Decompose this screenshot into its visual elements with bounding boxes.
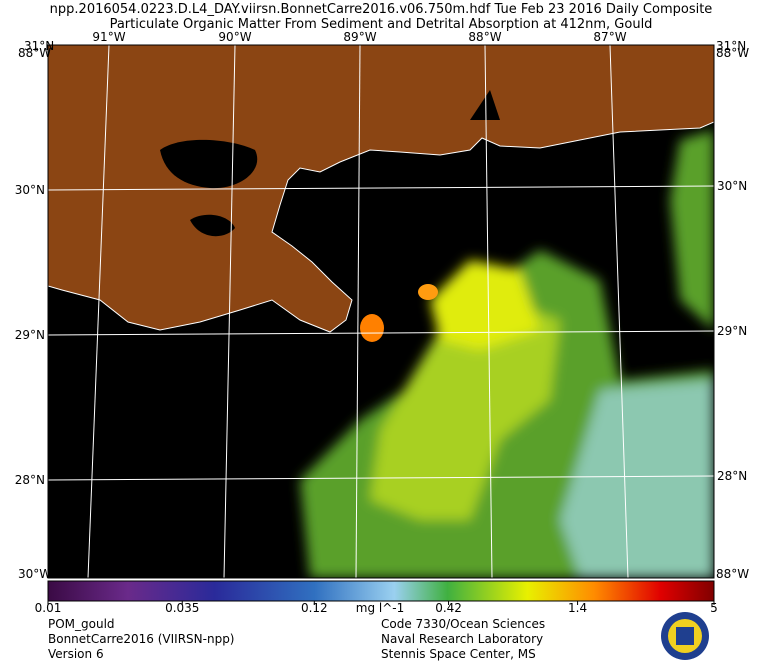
colorbar-tick-label: 0.42 bbox=[435, 601, 462, 615]
colorbar-units: mg l^-1 bbox=[356, 601, 404, 615]
corner-label: 31°N bbox=[24, 39, 54, 53]
footer-text: Stennis Space Center, MS bbox=[381, 647, 536, 661]
colorbar-tick-label: 5 bbox=[710, 601, 718, 615]
corner-label: 31°N bbox=[716, 39, 746, 53]
colorbar-ticks: 0.01 0.035 0.12 0.42 1.4 5 bbox=[35, 601, 718, 615]
footer-text: POM_gould bbox=[48, 617, 115, 631]
colorbar-tick-label: 1.4 bbox=[568, 601, 587, 615]
colorbar bbox=[47, 580, 715, 602]
lat-label: 28°N bbox=[717, 469, 747, 483]
lat-label: 28°N bbox=[15, 473, 45, 487]
header-line: npp.2016054.0223.D.L4_DAY.viirsn.BonnetC… bbox=[50, 2, 713, 17]
lon-label: 91°W bbox=[92, 30, 125, 44]
colorbar-tick-label: 0.12 bbox=[301, 601, 328, 615]
lat-label: 30°N bbox=[15, 183, 45, 197]
lon-label: 89°W bbox=[343, 30, 376, 44]
corner-label: 88°W bbox=[716, 567, 749, 581]
corner-label: 88°W bbox=[18, 46, 51, 60]
lon-label: 88°W bbox=[468, 30, 501, 44]
map-image bbox=[48, 45, 714, 578]
footer-text: Code 7330/Ocean Sciences bbox=[381, 617, 545, 631]
lat-label: 29°N bbox=[717, 324, 747, 338]
nrl-logo bbox=[661, 612, 709, 660]
lon-labels: 91°W 90°W 89°W 88°W 87°W bbox=[92, 30, 626, 44]
lat-label: 30°N bbox=[717, 179, 747, 193]
header-line: Particulate Organic Matter From Sediment… bbox=[110, 17, 653, 32]
colorbar-tick-label: 0.01 bbox=[35, 601, 62, 615]
lat-label: 29°N bbox=[15, 328, 45, 342]
footer-text: Naval Research Laboratory bbox=[381, 632, 543, 646]
footer-text: Version 6 bbox=[48, 647, 104, 661]
lon-label: 87°W bbox=[593, 30, 626, 44]
lon-label: 90°W bbox=[218, 30, 251, 44]
lat-labels: 30°N 30°N 29°N 29°N 28°N 28°N bbox=[15, 179, 748, 487]
corner-label: 30°W bbox=[18, 567, 51, 581]
footer-text: BonnetCarre2016 (VIIRSN-npp) bbox=[48, 632, 235, 646]
colorbar-tick-label: 0.035 bbox=[165, 601, 199, 615]
corner-label: 88°W bbox=[716, 46, 749, 60]
